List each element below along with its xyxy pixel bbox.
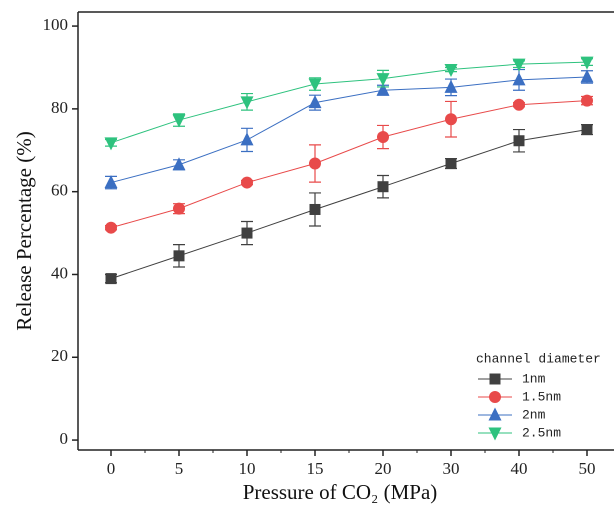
x-tick-label: 50 (579, 459, 596, 478)
data-point (445, 158, 457, 170)
x-tick-label: 0 (107, 459, 116, 478)
series-line (110, 61, 588, 144)
legend-marker (489, 391, 501, 403)
y-tick-label: 40 (51, 263, 68, 282)
data-point (308, 78, 322, 92)
data-point (105, 273, 117, 285)
data-point (513, 135, 525, 147)
legend-label: 2.5nm (522, 425, 561, 440)
data-point (240, 132, 254, 146)
data-point (581, 124, 593, 136)
y-axis-title: Release Percentage (%) (12, 131, 36, 330)
data-point (581, 94, 593, 107)
data-point (512, 72, 526, 86)
data-point (513, 98, 525, 111)
y-tick-label: 80 (51, 98, 68, 117)
data-point (172, 114, 186, 128)
x-tick-label: 30 (443, 459, 460, 478)
data-point (377, 181, 389, 193)
data-point (308, 95, 322, 109)
legend-label: 1.5nm (522, 389, 561, 404)
data-point (241, 176, 253, 189)
data-point (241, 227, 253, 239)
series-line (110, 129, 588, 280)
data-point (104, 175, 118, 189)
y-tick-label: 20 (51, 346, 68, 365)
data-point (377, 131, 389, 144)
y-tick-label: 0 (60, 429, 69, 448)
data-point (376, 73, 390, 87)
x-axis-title: Pressure of CO₂ (MPa) (243, 480, 438, 504)
legend-marker (488, 407, 502, 421)
data-point (512, 58, 526, 72)
series-line (110, 76, 588, 184)
x-tick-label: 5 (175, 459, 184, 478)
data-point (104, 137, 118, 151)
data-point (580, 69, 594, 83)
x-tick-label: 20 (375, 459, 392, 478)
data-point (240, 96, 254, 110)
y-tick-label: 60 (51, 181, 68, 200)
series-line (110, 100, 588, 229)
data-point (309, 203, 321, 215)
data-point (376, 82, 390, 96)
x-tick-label: 40 (511, 459, 528, 478)
legend-marker (489, 373, 501, 385)
x-tick-label: 15 (307, 459, 324, 478)
legend-label: 2nm (522, 407, 546, 422)
data-point (309, 157, 321, 170)
legend-title: channel diameter (476, 351, 601, 366)
data-point (173, 250, 185, 262)
data-point (445, 113, 457, 126)
data-point (444, 64, 458, 78)
legend-label: 1nm (522, 371, 546, 386)
data-point (105, 221, 117, 234)
data-point (580, 56, 594, 70)
x-tick-label: 10 (239, 459, 256, 478)
data-point (173, 202, 185, 215)
data-point (172, 157, 186, 171)
legend-marker (488, 427, 502, 441)
data-point (444, 79, 458, 93)
y-tick-label: 100 (43, 15, 69, 34)
